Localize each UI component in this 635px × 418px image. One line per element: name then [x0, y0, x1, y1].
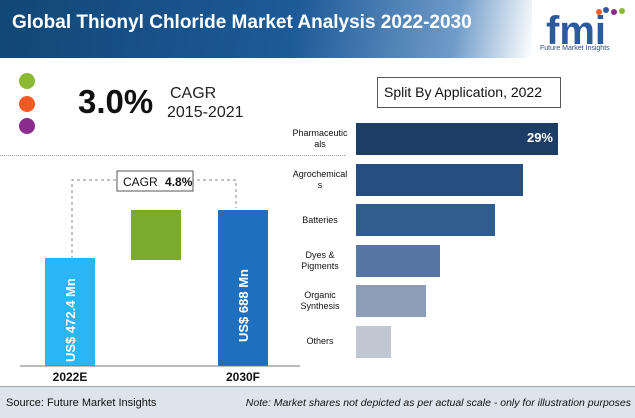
logo-caption: Future Market Insights [540, 45, 610, 52]
orange-dot [19, 96, 35, 112]
category-label-line: als [314, 139, 326, 149]
category-label-line: Batteries [302, 214, 338, 225]
category-label: Pharmaceutic als [286, 128, 354, 150]
bar-2022-label: US$ 472.4 Mn [63, 278, 78, 362]
logo-text: fmi [546, 9, 606, 53]
application-bar [356, 325, 391, 358]
bar-growth [131, 210, 181, 260]
title-bar [0, 0, 532, 58]
application-bar [356, 163, 523, 196]
category-label-line: Pharmaceutic [292, 128, 348, 138]
application-bar: 29% [356, 123, 558, 155]
cagr-value: 3.0% [78, 83, 154, 120]
section-divider [0, 155, 345, 156]
svg-text:CAGR 4.8%: CAGR 4.8% [123, 175, 193, 189]
note-text: Note: Market shares not depicted as per … [245, 397, 631, 409]
split-title: Split By Application, 2022 [384, 84, 542, 100]
source-text: Source: Future Market Insights [6, 397, 157, 409]
bar-value-label: 29% [526, 130, 553, 145]
market-size-chart: CAGR 4.8% 2022E 2030F US$ 472.4 Mn US$ 6… [20, 170, 300, 384]
fmi-logo: fmi [546, 7, 625, 53]
application-bar [356, 244, 440, 277]
purple-dot [19, 118, 35, 134]
category-label: Agrochemical s [286, 169, 354, 191]
category-label-line: Organic [304, 290, 336, 300]
bar-2030 [218, 210, 268, 366]
category-label-line: Agrochemical [292, 168, 348, 179]
category-label-line: Synthesis [300, 301, 340, 311]
split-title-box: Split By Application, 2022 [377, 77, 561, 108]
category-label-line: s [317, 179, 323, 190]
footer [0, 387, 635, 418]
category-label: Organic Synthesis [286, 290, 354, 312]
cagr-years: 2015-2021 [167, 104, 244, 121]
category-label-line: Dyes & [305, 249, 335, 260]
application-bar [356, 204, 495, 236]
cagr-tag-label: CAGR [123, 175, 158, 189]
page-title: Global Thionyl Chloride Market Analysis … [12, 12, 472, 33]
category-label: Others [286, 336, 354, 347]
cagr-tag [116, 170, 194, 192]
green-dot [19, 73, 35, 89]
category-label: Dyes & Pigments [286, 250, 354, 272]
application-bar [356, 285, 426, 317]
category-label: Batteries [286, 215, 354, 226]
category-label-line: Others [306, 336, 334, 346]
category-label-line: Pigments [301, 260, 339, 271]
cat-2022: 2022E [53, 370, 88, 384]
cagr-label: CAGR [170, 85, 217, 102]
footer-divider [0, 386, 635, 387]
bar-2022 [45, 258, 95, 366]
cat-2030: 2030F [226, 370, 260, 384]
cagr-tag-value: 4.8% [165, 175, 193, 189]
bar-2030-label: US$ 688 Mn [236, 269, 251, 342]
